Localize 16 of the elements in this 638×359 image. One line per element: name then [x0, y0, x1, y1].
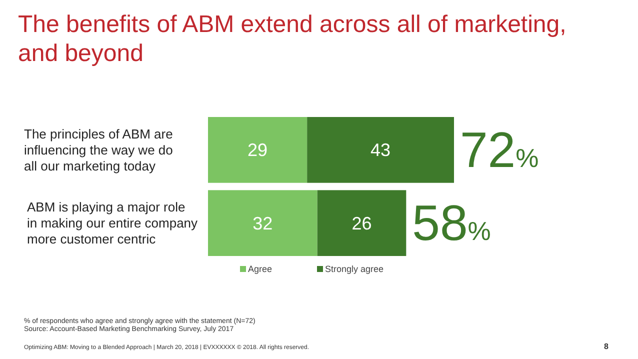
- bar: [307, 117, 454, 183]
- data-label: 43: [370, 140, 391, 160]
- bar: [208, 190, 318, 256]
- data-label: 32: [252, 213, 273, 234]
- chart-title: The benefits of ABM extend across all of marketing, and beyond: [18, 11, 566, 67]
- y-tick-label: ABM is playing a major role in making our entire company more customer centric: [27, 200, 198, 247]
- total-label: 58%: [412, 195, 491, 252]
- text: 8: [604, 342, 609, 351]
- legend-label: Agree: [248, 264, 272, 274]
- y-tick-label: The principles of ABM are influencing the way we do all our marketing today: [24, 126, 173, 174]
- data-label: 26: [352, 213, 372, 234]
- bar: [317, 190, 406, 256]
- data-label: 29: [248, 140, 268, 160]
- legend-label: Strongly agree: [325, 264, 384, 274]
- total-label: 72%: [460, 122, 539, 178]
- bar: [208, 117, 308, 183]
